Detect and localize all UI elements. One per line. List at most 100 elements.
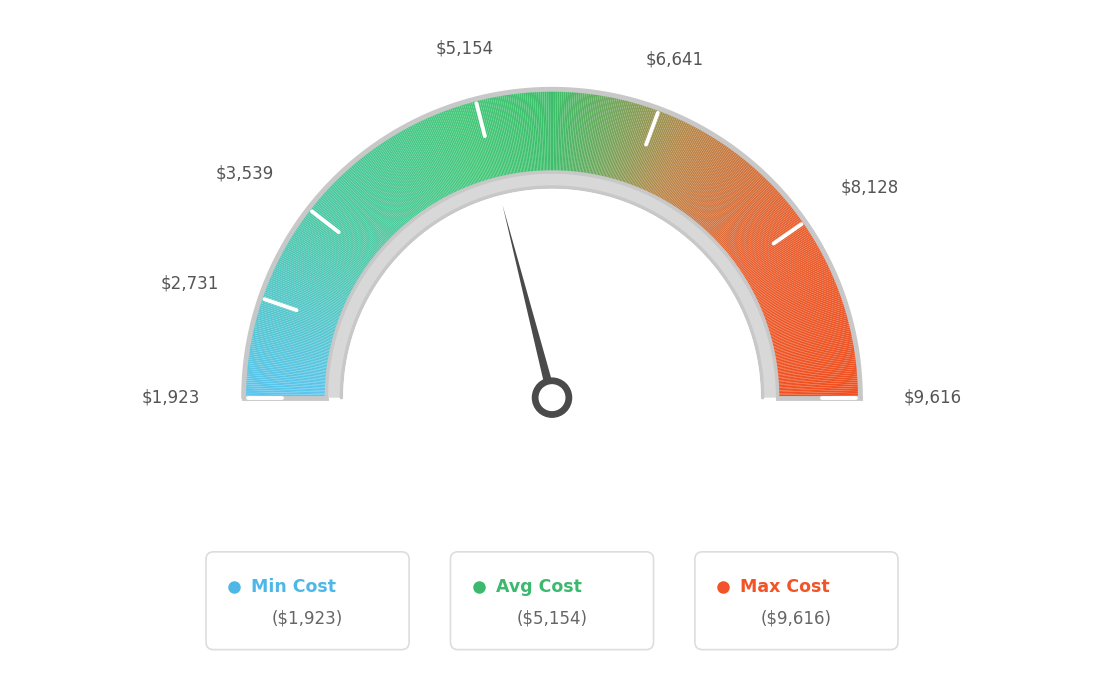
Wedge shape bbox=[343, 169, 401, 231]
Wedge shape bbox=[654, 122, 692, 197]
Wedge shape bbox=[327, 172, 777, 397]
Wedge shape bbox=[768, 310, 848, 335]
Wedge shape bbox=[245, 368, 328, 378]
Wedge shape bbox=[245, 361, 328, 372]
Wedge shape bbox=[322, 191, 384, 248]
Wedge shape bbox=[552, 89, 554, 172]
Wedge shape bbox=[529, 90, 537, 172]
Wedge shape bbox=[772, 325, 852, 346]
Wedge shape bbox=[245, 371, 327, 380]
Text: ($5,154): ($5,154) bbox=[517, 610, 587, 628]
Wedge shape bbox=[452, 106, 479, 184]
Wedge shape bbox=[444, 108, 475, 186]
Wedge shape bbox=[519, 91, 529, 173]
Wedge shape bbox=[532, 90, 539, 172]
Wedge shape bbox=[248, 340, 330, 357]
Wedge shape bbox=[771, 319, 851, 342]
Wedge shape bbox=[740, 228, 810, 275]
Wedge shape bbox=[631, 109, 662, 187]
Wedge shape bbox=[402, 128, 444, 201]
Wedge shape bbox=[267, 279, 343, 312]
Wedge shape bbox=[399, 129, 440, 202]
Wedge shape bbox=[490, 95, 508, 177]
Wedge shape bbox=[326, 186, 388, 244]
Wedge shape bbox=[678, 141, 725, 211]
Wedge shape bbox=[414, 121, 453, 196]
Wedge shape bbox=[634, 110, 666, 188]
Wedge shape bbox=[300, 218, 369, 267]
Wedge shape bbox=[725, 199, 789, 254]
Wedge shape bbox=[730, 207, 796, 259]
Wedge shape bbox=[396, 130, 439, 203]
Wedge shape bbox=[752, 254, 826, 294]
Wedge shape bbox=[412, 122, 450, 197]
Wedge shape bbox=[269, 272, 346, 307]
Wedge shape bbox=[244, 395, 327, 397]
Wedge shape bbox=[627, 107, 657, 186]
Wedge shape bbox=[777, 395, 860, 397]
Wedge shape bbox=[774, 342, 856, 358]
Wedge shape bbox=[751, 250, 824, 291]
Wedge shape bbox=[602, 97, 622, 178]
Wedge shape bbox=[537, 90, 542, 172]
Wedge shape bbox=[643, 115, 678, 192]
Wedge shape bbox=[521, 90, 531, 173]
Wedge shape bbox=[440, 110, 471, 188]
Wedge shape bbox=[369, 148, 420, 216]
Wedge shape bbox=[703, 169, 761, 231]
Text: $6,641: $6,641 bbox=[646, 50, 703, 68]
Wedge shape bbox=[766, 301, 846, 328]
Wedge shape bbox=[253, 323, 333, 344]
Wedge shape bbox=[747, 242, 819, 285]
Wedge shape bbox=[395, 131, 438, 204]
Wedge shape bbox=[597, 95, 616, 177]
Wedge shape bbox=[327, 185, 389, 243]
Wedge shape bbox=[742, 230, 813, 277]
Wedge shape bbox=[323, 189, 385, 246]
Wedge shape bbox=[273, 266, 348, 303]
Wedge shape bbox=[268, 275, 344, 309]
Wedge shape bbox=[351, 163, 406, 226]
Wedge shape bbox=[330, 182, 391, 241]
Wedge shape bbox=[506, 92, 520, 175]
Wedge shape bbox=[676, 139, 722, 210]
Wedge shape bbox=[775, 349, 857, 364]
Wedge shape bbox=[390, 135, 435, 206]
Wedge shape bbox=[734, 215, 802, 265]
Wedge shape bbox=[731, 210, 798, 262]
Wedge shape bbox=[659, 126, 701, 200]
Wedge shape bbox=[599, 97, 619, 177]
Wedge shape bbox=[291, 230, 362, 277]
Wedge shape bbox=[650, 120, 689, 195]
Wedge shape bbox=[647, 118, 683, 193]
Wedge shape bbox=[378, 143, 425, 212]
Wedge shape bbox=[665, 130, 708, 203]
Wedge shape bbox=[314, 201, 379, 255]
Wedge shape bbox=[280, 250, 353, 291]
Wedge shape bbox=[498, 94, 513, 175]
Wedge shape bbox=[244, 394, 327, 396]
Wedge shape bbox=[332, 179, 392, 239]
Wedge shape bbox=[726, 203, 792, 256]
Wedge shape bbox=[386, 136, 433, 207]
Wedge shape bbox=[769, 315, 850, 339]
Wedge shape bbox=[256, 308, 336, 333]
Polygon shape bbox=[502, 205, 556, 412]
Wedge shape bbox=[485, 97, 505, 177]
Wedge shape bbox=[463, 102, 488, 181]
Wedge shape bbox=[623, 105, 651, 184]
Wedge shape bbox=[263, 290, 341, 320]
Wedge shape bbox=[693, 157, 747, 223]
Wedge shape bbox=[251, 331, 332, 350]
Wedge shape bbox=[244, 378, 327, 385]
Wedge shape bbox=[603, 97, 623, 178]
Wedge shape bbox=[539, 90, 543, 172]
Wedge shape bbox=[293, 229, 363, 275]
Wedge shape bbox=[732, 212, 799, 263]
Wedge shape bbox=[763, 288, 841, 319]
Wedge shape bbox=[777, 392, 860, 395]
Wedge shape bbox=[749, 248, 822, 289]
Wedge shape bbox=[724, 198, 788, 253]
Wedge shape bbox=[763, 290, 841, 320]
Wedge shape bbox=[772, 326, 852, 347]
